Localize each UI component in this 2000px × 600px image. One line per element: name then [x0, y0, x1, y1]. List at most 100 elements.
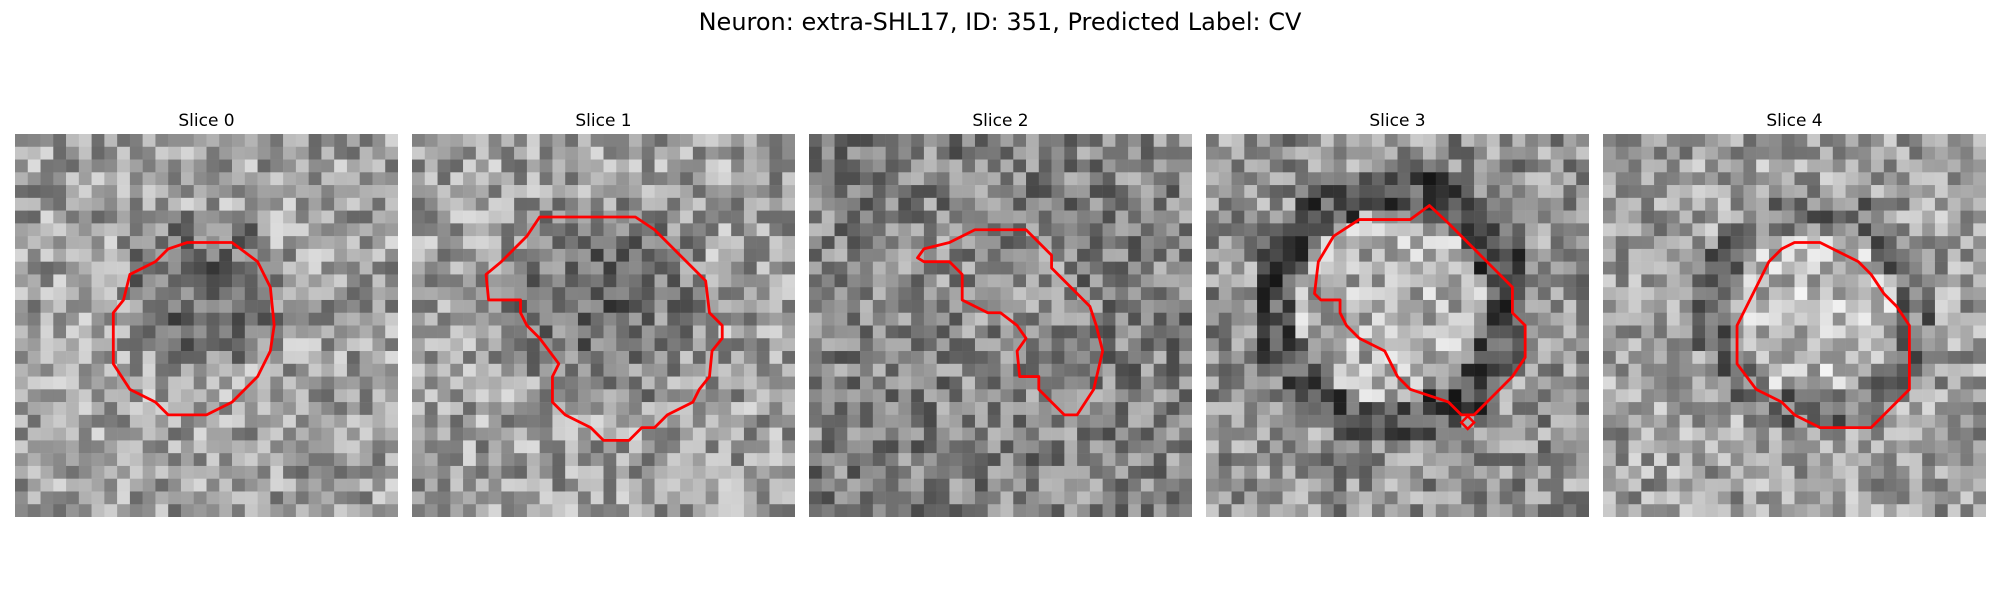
pixel — [860, 172, 874, 186]
pixel — [450, 248, 464, 262]
pixel — [385, 427, 398, 441]
pixel — [923, 146, 937, 160]
pixel — [334, 402, 348, 416]
pixel — [1666, 478, 1680, 492]
pixel — [1576, 299, 1589, 313]
pixel — [295, 287, 309, 301]
pixel — [872, 478, 886, 492]
pixel — [1537, 402, 1551, 416]
pixel — [412, 172, 426, 186]
pixel — [911, 146, 925, 160]
pixel — [1486, 427, 1500, 441]
pixel — [539, 287, 553, 301]
pixel — [1128, 261, 1142, 275]
pixel — [1435, 453, 1449, 467]
pixel — [1743, 185, 1757, 199]
pixel — [1781, 376, 1795, 390]
pixel — [1244, 325, 1258, 339]
pixel — [692, 478, 706, 492]
pixel — [756, 338, 770, 352]
pixel — [629, 134, 643, 148]
pixel — [1486, 299, 1500, 313]
pixel — [1140, 134, 1154, 148]
pixel — [1013, 312, 1027, 326]
pixel — [1550, 325, 1564, 339]
pixel — [1102, 465, 1116, 479]
pixel — [949, 248, 963, 262]
pixel — [860, 440, 874, 454]
pixel — [1730, 172, 1744, 186]
pixel — [782, 236, 795, 250]
pixel — [1474, 427, 1488, 441]
pixel — [1474, 440, 1488, 454]
pixel — [1064, 197, 1078, 211]
pixel — [129, 453, 143, 467]
pixel — [577, 325, 591, 339]
pixel — [1346, 134, 1360, 148]
pixel — [91, 312, 105, 326]
pixel — [1499, 159, 1513, 173]
pixel — [1922, 223, 1936, 237]
pixel — [1615, 351, 1629, 365]
pixel — [270, 274, 284, 288]
pixel — [385, 223, 398, 237]
pixel — [424, 363, 438, 377]
pixel — [129, 223, 143, 237]
pixel — [1628, 440, 1642, 454]
pixel — [809, 146, 823, 160]
pixel — [1537, 465, 1551, 479]
pixel — [1000, 427, 1014, 441]
pixel — [1909, 453, 1923, 467]
pixel — [257, 402, 271, 416]
pixel — [898, 299, 912, 313]
pixel — [860, 465, 874, 479]
pixel — [1909, 312, 1923, 326]
pixel — [1576, 274, 1589, 288]
pixel — [346, 159, 360, 173]
pixel — [78, 414, 92, 428]
pixel — [1730, 134, 1744, 148]
pixel — [923, 376, 937, 390]
pixel — [590, 185, 604, 199]
pixel — [1563, 299, 1577, 313]
pixel — [1448, 363, 1462, 377]
pixel — [1000, 236, 1014, 250]
pixel — [129, 351, 143, 365]
pixel — [1781, 414, 1795, 428]
pixel — [629, 351, 643, 365]
pixel — [1115, 172, 1129, 186]
pixel — [15, 134, 29, 148]
pixel — [437, 287, 451, 301]
pixel — [78, 376, 92, 390]
pixel — [1244, 210, 1258, 224]
pixel — [577, 338, 591, 352]
pixel — [1883, 210, 1897, 224]
pixel — [1499, 414, 1513, 428]
pixel — [1858, 338, 1872, 352]
pixel — [1537, 159, 1551, 173]
pixel — [1883, 236, 1897, 250]
pixel — [308, 248, 322, 262]
pixel — [1845, 210, 1859, 224]
pixel — [1794, 159, 1808, 173]
pixel — [743, 325, 757, 339]
pixel — [552, 440, 566, 454]
pixel — [769, 223, 783, 237]
pixel — [949, 185, 963, 199]
pixel — [1512, 274, 1526, 288]
pixel — [283, 299, 297, 313]
pixel — [1845, 236, 1859, 250]
pixel — [1410, 299, 1424, 313]
pixel — [616, 146, 630, 160]
pixel — [78, 146, 92, 160]
pixel — [1486, 197, 1500, 211]
pixel — [1257, 427, 1271, 441]
pixel — [1333, 185, 1347, 199]
pixel — [334, 427, 348, 441]
pixel — [193, 491, 207, 505]
pixel — [1576, 465, 1589, 479]
pixel — [898, 210, 912, 224]
pixel — [667, 159, 681, 173]
pixel — [1973, 274, 1986, 288]
pixel — [1102, 504, 1116, 517]
